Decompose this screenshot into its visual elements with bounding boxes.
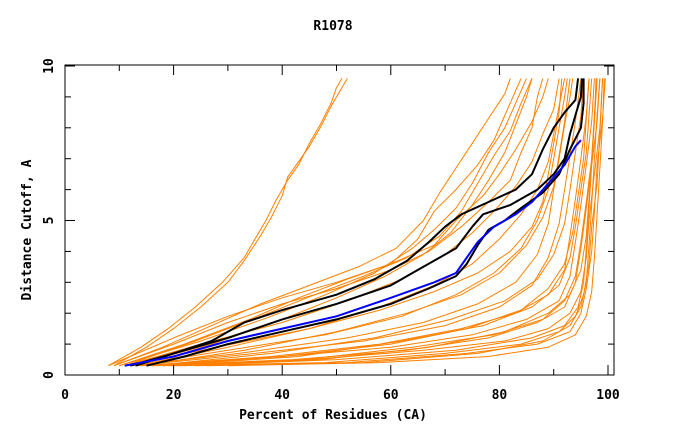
series-line-orange-12 (140, 78, 590, 367)
chart-title: R1078 (313, 19, 352, 34)
series-line-orange-9 (130, 78, 568, 367)
series-line-black-1 (129, 78, 580, 367)
series-line-orange-8 (124, 78, 566, 367)
series-line-blue (124, 139, 582, 367)
x-tick-label: 60 (383, 388, 399, 403)
series-line-orange-28 (162, 78, 593, 367)
series-line-orange-27 (151, 78, 585, 367)
series-line-orange-18 (135, 78, 563, 367)
series-line-orange-6 (119, 78, 527, 367)
series-line-orange-3 (108, 78, 549, 367)
series-line-orange-26 (227, 78, 605, 367)
series-line-orange-25 (206, 78, 601, 367)
series-line-orange-13 (146, 78, 595, 367)
series-line-orange-16 (173, 78, 604, 367)
x-tick-label: 0 (61, 388, 69, 403)
x-tick-label: 40 (274, 388, 290, 403)
y-tick-label: 10 (42, 58, 57, 74)
series-line-orange-4 (113, 78, 544, 367)
series-line-orange-5 (119, 78, 522, 367)
series-line-orange-15 (162, 78, 604, 367)
x-tick-label: 80 (492, 388, 508, 403)
series-line-orange-21 (140, 78, 571, 367)
plot-frame (64, 64, 615, 376)
x-axis-title: Percent of Residues (CA) (239, 408, 427, 423)
series-line-orange-7 (124, 78, 560, 367)
y-axis-title: Distance Cutoff, A (20, 159, 35, 300)
series-line-orange-20 (113, 78, 511, 367)
series-line-black-2 (135, 78, 583, 367)
series-line-orange-10 (130, 78, 574, 367)
series-line-orange-22 (157, 78, 590, 367)
x-tick-label: 20 (166, 388, 182, 403)
series-layer (108, 78, 606, 367)
y-tick-label: 5 (42, 217, 57, 225)
series-line-black-3 (146, 78, 585, 367)
series-line-orange-11 (135, 78, 582, 367)
x-tick-label: 100 (596, 388, 620, 403)
tick-layer: 0 20 40 60 80 100 0 5 10 (42, 58, 620, 403)
series-line-orange-17 (195, 78, 606, 367)
series-line-orange-2 (108, 78, 343, 367)
y-tick-label: 0 (42, 371, 57, 379)
series-line-orange-1 (113, 78, 348, 367)
series-line-orange-29 (178, 78, 597, 367)
